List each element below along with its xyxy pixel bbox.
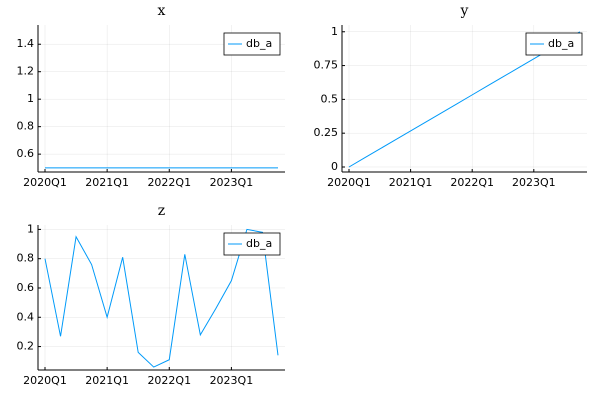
y-tick-label: 1 <box>27 92 34 105</box>
x-tick-label: 2022Q1 <box>147 176 191 189</box>
y-tick-label: 0.6 <box>17 147 35 160</box>
chart-title: x <box>158 3 166 19</box>
y-tick-label: 0.4 <box>17 310 35 323</box>
y-tick-label: 0.25 <box>314 126 339 139</box>
chart-title: y <box>460 3 469 19</box>
x-tick-label: 2020Q1 <box>327 176 371 189</box>
y-tick-label: 0.5 <box>321 92 339 105</box>
legend-box <box>223 32 281 56</box>
y-tick-label: 0.8 <box>17 120 35 133</box>
x-tick-label: 2022Q1 <box>147 374 191 387</box>
y-tick-label: 1 <box>27 222 34 235</box>
legend-label: db_a <box>548 37 574 50</box>
y-tick-label: 0.8 <box>17 252 35 265</box>
y-tick-label: 1 <box>331 25 338 38</box>
x-tick-label: 2022Q1 <box>450 176 494 189</box>
x-tick-label: 2021Q1 <box>85 374 129 387</box>
y-tick-label: 0.6 <box>17 281 35 294</box>
chart-title: z <box>158 203 165 219</box>
x-tick-label: 2021Q1 <box>85 176 129 189</box>
y-tick-label: 1.4 <box>17 37 35 50</box>
legend-box <box>223 232 281 256</box>
y-tick-label: 0.75 <box>314 59 339 72</box>
x-tick-label: 2020Q1 <box>23 374 67 387</box>
legend-label: db_a <box>246 37 272 50</box>
y-tick-label: 0.2 <box>17 340 35 353</box>
x-tick-label: 2020Q1 <box>23 176 67 189</box>
legend-label: db_a <box>246 237 272 250</box>
y-tick-label: 1.2 <box>17 65 35 78</box>
x-tick-label: 2023Q1 <box>210 176 254 189</box>
x-tick-label: 2023Q1 <box>512 176 556 189</box>
legend-box <box>525 32 583 56</box>
y-tick-label: 0 <box>331 160 338 173</box>
x-tick-label: 2021Q1 <box>389 176 433 189</box>
x-tick-label: 2023Q1 <box>210 374 254 387</box>
